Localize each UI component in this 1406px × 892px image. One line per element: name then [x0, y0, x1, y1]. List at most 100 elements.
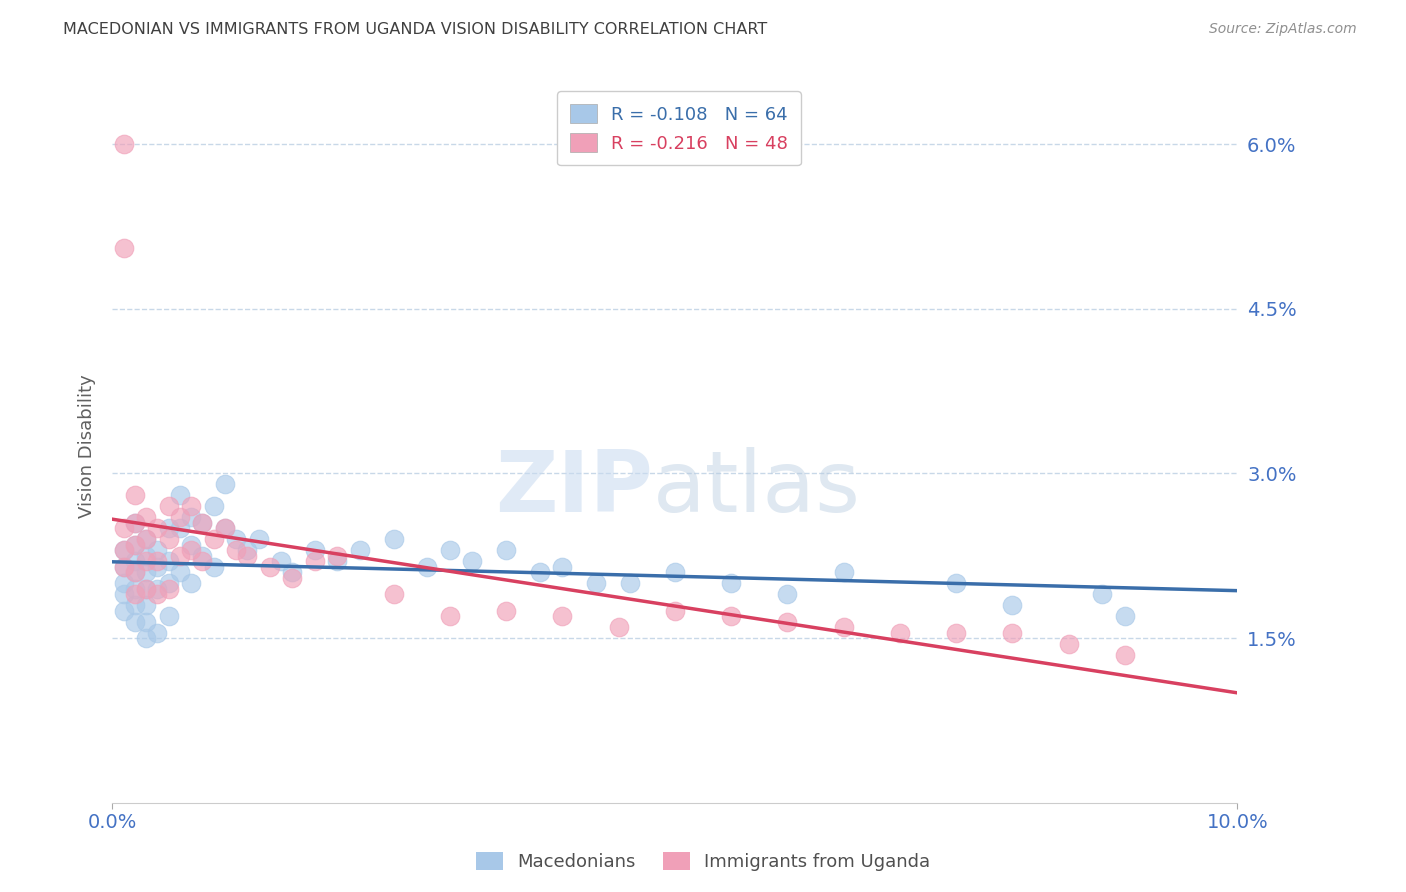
Point	[124, 516, 146, 530]
Point	[180, 500, 202, 514]
Point	[326, 554, 349, 568]
Point	[529, 566, 551, 580]
Point	[1001, 625, 1024, 640]
Point	[112, 241, 135, 255]
Point	[146, 559, 169, 574]
Text: ZIP: ZIP	[495, 447, 652, 531]
Point	[304, 554, 326, 568]
Point	[495, 543, 517, 558]
Point	[247, 533, 270, 547]
Point	[135, 533, 157, 547]
Point	[157, 576, 180, 591]
Point	[191, 516, 214, 530]
Point	[146, 587, 169, 601]
Point	[304, 543, 326, 558]
Point	[157, 554, 180, 568]
Point	[124, 566, 146, 580]
Point	[281, 566, 304, 580]
Y-axis label: Vision Disability: Vision Disability	[77, 374, 96, 518]
Point	[776, 615, 799, 629]
Point	[551, 609, 574, 624]
Point	[439, 609, 461, 624]
Point	[664, 604, 686, 618]
Point	[124, 488, 146, 502]
Point	[180, 543, 202, 558]
Legend: Macedonians, Immigrants from Uganda: Macedonians, Immigrants from Uganda	[468, 845, 938, 879]
Point	[191, 516, 214, 530]
Point	[146, 543, 169, 558]
Point	[157, 500, 180, 514]
Point	[112, 543, 135, 558]
Point	[191, 554, 214, 568]
Point	[112, 543, 135, 558]
Point	[945, 625, 967, 640]
Point	[214, 521, 236, 535]
Point	[112, 559, 135, 574]
Point	[135, 566, 157, 580]
Point	[281, 571, 304, 585]
Point	[157, 521, 180, 535]
Text: MACEDONIAN VS IMMIGRANTS FROM UGANDA VISION DISABILITY CORRELATION CHART: MACEDONIAN VS IMMIGRANTS FROM UGANDA VIS…	[63, 22, 768, 37]
Point	[169, 549, 191, 563]
Point	[124, 582, 146, 596]
Point	[202, 500, 225, 514]
Point	[382, 533, 405, 547]
Point	[202, 559, 225, 574]
Point	[112, 576, 135, 591]
Point	[146, 554, 169, 568]
Point	[124, 554, 146, 568]
Point	[191, 549, 214, 563]
Point	[349, 543, 371, 558]
Point	[157, 582, 180, 596]
Point	[157, 533, 180, 547]
Point	[1001, 598, 1024, 612]
Text: atlas: atlas	[652, 447, 860, 531]
Point	[495, 604, 517, 618]
Point	[236, 543, 259, 558]
Point	[889, 625, 911, 640]
Point	[112, 604, 135, 618]
Point	[124, 615, 146, 629]
Point	[180, 576, 202, 591]
Point	[157, 609, 180, 624]
Point	[169, 510, 191, 524]
Point	[135, 549, 157, 563]
Point	[180, 510, 202, 524]
Point	[135, 615, 157, 629]
Point	[619, 576, 641, 591]
Legend: R = -0.108   N = 64, R = -0.216   N = 48: R = -0.108 N = 64, R = -0.216 N = 48	[557, 91, 801, 165]
Point	[607, 620, 630, 634]
Point	[112, 137, 135, 152]
Point	[112, 587, 135, 601]
Point	[832, 620, 855, 634]
Point	[551, 559, 574, 574]
Point	[326, 549, 349, 563]
Point	[135, 554, 157, 568]
Point	[146, 521, 169, 535]
Point	[169, 488, 191, 502]
Point	[135, 582, 157, 596]
Point	[112, 521, 135, 535]
Point	[124, 598, 146, 612]
Point	[169, 566, 191, 580]
Point	[585, 576, 607, 591]
Point	[1114, 648, 1136, 662]
Point	[416, 559, 439, 574]
Point	[169, 521, 191, 535]
Point	[146, 625, 169, 640]
Point	[461, 554, 484, 568]
Point	[720, 609, 742, 624]
Point	[135, 631, 157, 645]
Point	[1091, 587, 1114, 601]
Point	[439, 543, 461, 558]
Point	[664, 566, 686, 580]
Point	[135, 582, 157, 596]
Point	[720, 576, 742, 591]
Point	[124, 587, 146, 601]
Point	[945, 576, 967, 591]
Point	[202, 533, 225, 547]
Text: Source: ZipAtlas.com: Source: ZipAtlas.com	[1209, 22, 1357, 37]
Point	[135, 533, 157, 547]
Point	[112, 559, 135, 574]
Point	[270, 554, 292, 568]
